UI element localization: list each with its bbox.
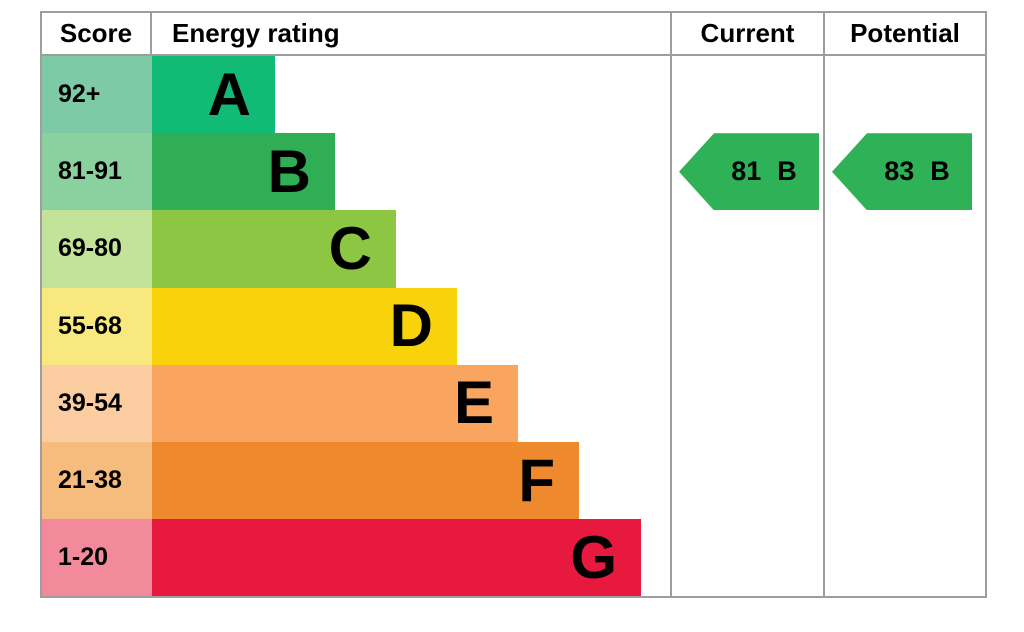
header-energy-rating: Energy rating bbox=[152, 13, 672, 56]
band-d-bar: D bbox=[152, 287, 457, 365]
band-d-bar-cell: D bbox=[152, 287, 672, 365]
band-b-bar: B bbox=[152, 133, 335, 211]
band-e-letter: E bbox=[453, 369, 494, 437]
potential-rating-letter: B bbox=[930, 156, 950, 187]
current-column: 81 B bbox=[672, 56, 825, 597]
band-g-letter: G bbox=[570, 523, 617, 591]
band-g-bar: G bbox=[152, 519, 641, 597]
band-g-bar-cell: G bbox=[152, 519, 672, 597]
current-rating-letter: B bbox=[777, 156, 797, 187]
band-f-bar: F bbox=[152, 441, 579, 520]
potential-score-value: 83 bbox=[884, 156, 915, 187]
header-potential: Potential bbox=[825, 13, 985, 56]
band-b-bar-cell: B bbox=[152, 133, 672, 211]
header-score: Score bbox=[42, 13, 152, 56]
band-e-bar: E bbox=[152, 364, 518, 442]
potential-column: 83 B bbox=[825, 56, 985, 597]
band-f-score-range: 21-38 bbox=[42, 441, 152, 520]
band-a-letter: A bbox=[207, 60, 251, 128]
band-b-score-range: 81-91 bbox=[42, 133, 152, 211]
band-c-bar: C bbox=[152, 210, 396, 288]
band-a-bar: A bbox=[152, 56, 275, 134]
band-e-bar-cell: E bbox=[152, 364, 672, 442]
band-a-bar-cell: A bbox=[152, 56, 672, 134]
band-f-bar-cell: F bbox=[152, 441, 672, 520]
band-d-letter: D bbox=[389, 292, 433, 360]
band-e-score-range: 39-54 bbox=[42, 364, 152, 442]
header-current: Current bbox=[672, 13, 825, 56]
band-g-score-range: 1-20 bbox=[42, 519, 152, 597]
band-c-bar-cell: C bbox=[152, 210, 672, 288]
band-f-letter: F bbox=[518, 446, 555, 514]
current-score-value: 81 bbox=[731, 156, 762, 187]
potential-rating-arrow: 83 B bbox=[832, 133, 972, 211]
band-c-letter: C bbox=[328, 214, 372, 282]
band-a-score-range: 92+ bbox=[42, 56, 152, 134]
band-c-score-range: 69-80 bbox=[42, 210, 152, 288]
band-b-letter: B bbox=[267, 137, 311, 205]
epc-rating-chart: Score Energy rating Current Potential 81… bbox=[40, 11, 987, 599]
current-rating-arrow: 81 B bbox=[679, 133, 819, 211]
band-d-score-range: 55-68 bbox=[42, 287, 152, 365]
